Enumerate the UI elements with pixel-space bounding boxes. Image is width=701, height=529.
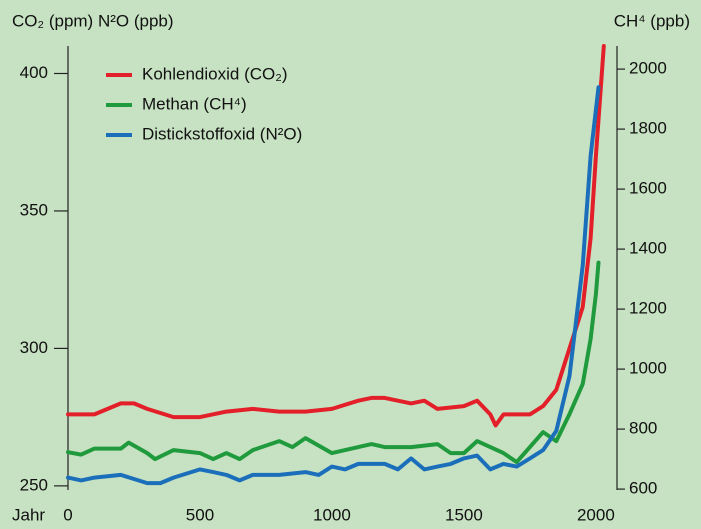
series-line [66,260,601,465]
x-tick-label: 0 [63,505,72,524]
y-tick-label: 250 [20,475,48,494]
y-axis-title: CO₂ (ppm) N²O (ppb) [12,11,174,30]
x-axis-title: Jahr [12,505,45,524]
y-tick-label: 350 [20,200,48,219]
y2-tick-label: 600 [629,479,657,498]
y2-tick-label: 1600 [629,179,667,198]
y2-tick-label: 1800 [629,119,667,138]
series-line [66,44,606,428]
x-tick-label: 2000 [577,505,615,524]
y-tick-label: 300 [20,338,48,357]
y2-axis-title: CH⁴ (ppb) [614,11,690,30]
y2-tick-label: 800 [629,419,657,438]
y2-tick-label: 1400 [629,239,667,258]
legend-label: Kohlendioxid (CO₂) [142,64,288,83]
y2-tick-label: 1000 [629,359,667,378]
legend-label: Methan (CH⁴) [142,94,247,113]
series-line [66,85,601,486]
y2-tick-label: 1200 [629,299,667,318]
legend-label: Distickstoffoxid (N²O) [142,124,302,143]
x-tick-label: 500 [186,505,214,524]
y2-tick-label: 2000 [629,59,667,78]
x-tick-label: 1500 [445,505,483,524]
y-tick-label: 400 [20,63,48,82]
x-tick-label: 1000 [313,505,351,524]
